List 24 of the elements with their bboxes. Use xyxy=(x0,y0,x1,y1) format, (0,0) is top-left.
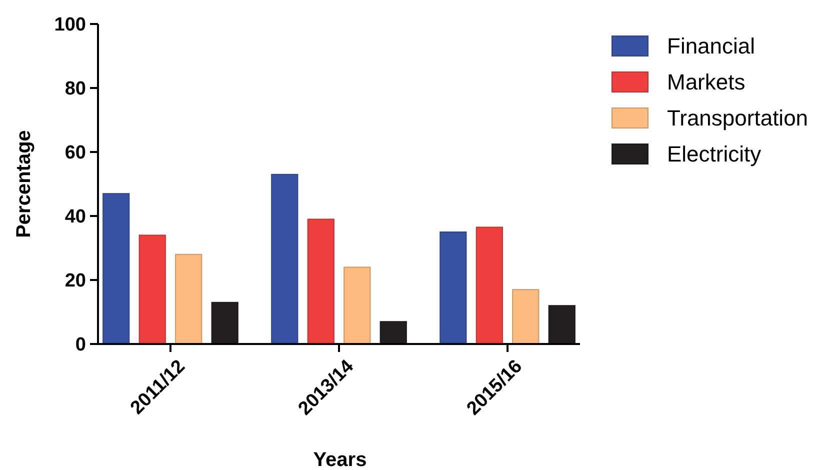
y-tick-label: 100 xyxy=(54,14,86,36)
bar xyxy=(138,234,166,344)
bar xyxy=(344,266,371,344)
bar xyxy=(175,254,202,344)
y-tick-label: 20 xyxy=(64,270,86,292)
bar xyxy=(476,226,503,344)
y-tick-label: 0 xyxy=(75,334,86,356)
bar xyxy=(440,232,467,344)
bar xyxy=(380,321,407,344)
bar xyxy=(307,218,334,344)
x-axis-title: Years xyxy=(313,449,367,470)
bar xyxy=(548,305,576,344)
bar xyxy=(512,289,540,344)
y-axis-title: Percentage xyxy=(13,130,35,238)
bar xyxy=(211,302,238,344)
legend-label: Financial xyxy=(667,34,756,59)
y-tick-label: 60 xyxy=(64,142,86,164)
legend-label: Markets xyxy=(667,70,746,95)
bar xyxy=(102,193,130,344)
y-tick-label: 40 xyxy=(64,206,86,228)
legend-label: Transportation xyxy=(667,106,808,131)
legend-label: Electricity xyxy=(667,142,762,167)
y-tick-label: 80 xyxy=(64,78,86,100)
bar xyxy=(271,174,298,344)
